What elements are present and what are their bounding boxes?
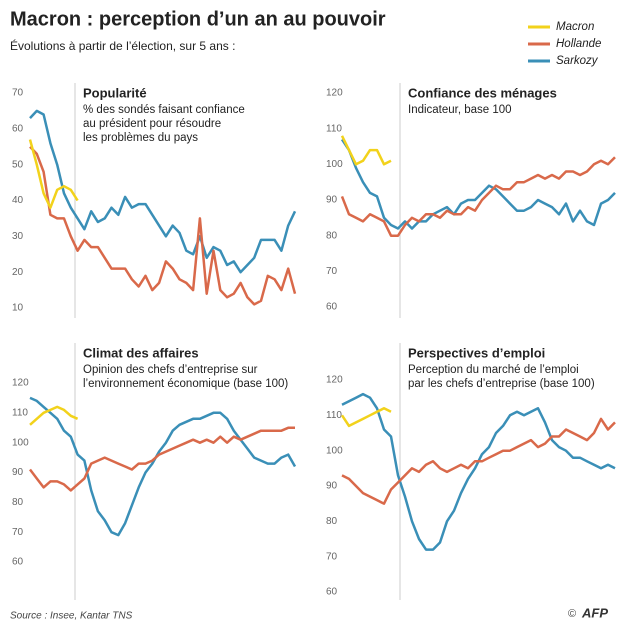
panel-subtitle: par les chefs d’entreprise (base 100) (408, 378, 595, 390)
y-tick-label: 60 (326, 302, 338, 313)
series-line (28, 139, 79, 209)
panel-title: Perspectives d’emploi (408, 345, 545, 360)
panel-title: Climat des affaires (83, 345, 199, 360)
y-tick-label: 70 (12, 527, 24, 538)
series-line (341, 392, 616, 551)
chart-subtitle: Évolutions à partir de l’élection, sur 5… (10, 38, 235, 53)
y-tick-label: 70 (326, 551, 338, 562)
series-line (341, 417, 616, 505)
panel-subtitle: Opinion des chefs d’entreprise sur (83, 364, 258, 376)
credit: © (568, 608, 576, 620)
logo: AFP (581, 605, 608, 620)
y-tick-label: 110 (326, 123, 342, 134)
series-line (29, 405, 79, 426)
y-tick-label: 70 (12, 88, 24, 99)
y-tick-label: 50 (12, 159, 24, 170)
y-tick-label: 120 (12, 378, 29, 389)
y-tick-label: 80 (326, 230, 338, 241)
y-tick-label: 100 (326, 445, 343, 456)
chart-title: Macron : perception d’un an au pouvoir (10, 8, 386, 30)
y-tick-label: 60 (326, 587, 338, 598)
y-tick-label: 90 (326, 481, 338, 492)
series-line (29, 145, 297, 306)
panel-title: Confiance des ménages (408, 85, 557, 100)
y-tick-label: 60 (12, 123, 24, 134)
y-tick-label: 90 (326, 195, 338, 206)
y-tick-label: 110 (326, 410, 342, 421)
y-tick-label: 80 (326, 516, 338, 527)
y-tick-label: 20 (12, 267, 24, 278)
panel-subtitle: les problèmes du pays (83, 132, 198, 144)
y-tick-label: 120 (326, 375, 343, 386)
series-line (29, 396, 297, 537)
y-tick-label: 30 (12, 231, 24, 242)
series-line (29, 426, 295, 492)
panel-subtitle: Perception du marché de l’emploi (408, 364, 579, 376)
series-line (340, 156, 616, 237)
panel-title: Popularité (83, 85, 147, 100)
y-tick-label: 10 (12, 303, 24, 314)
y-tick-label: 40 (12, 195, 24, 206)
series-line (340, 135, 392, 166)
y-tick-label: 80 (12, 497, 24, 508)
y-tick-label: 110 (12, 407, 28, 418)
series-line (340, 138, 616, 230)
panel-subtitle: Indicateur, base 100 (408, 104, 512, 116)
panel-subtitle: au président pour résoudre (83, 118, 221, 130)
y-tick-label: 100 (326, 159, 343, 170)
y-tick-label: 70 (326, 266, 338, 277)
y-tick-label: 100 (12, 437, 29, 448)
panel-subtitle: l’environnement économique (base 100) (83, 378, 288, 390)
y-tick-label: 60 (12, 557, 24, 568)
source: Source : Insee, Kantar TNS (10, 611, 133, 622)
panel-subtitle: % des sondés faisant confiance (83, 104, 245, 116)
y-tick-label: 90 (12, 467, 24, 478)
series-line (29, 109, 297, 274)
legend-label: Hollande (556, 38, 601, 50)
legend-label: Macron (556, 21, 594, 33)
series-line (340, 407, 392, 428)
y-tick-label: 120 (326, 88, 343, 99)
legend-label: Sarkozy (556, 55, 599, 67)
